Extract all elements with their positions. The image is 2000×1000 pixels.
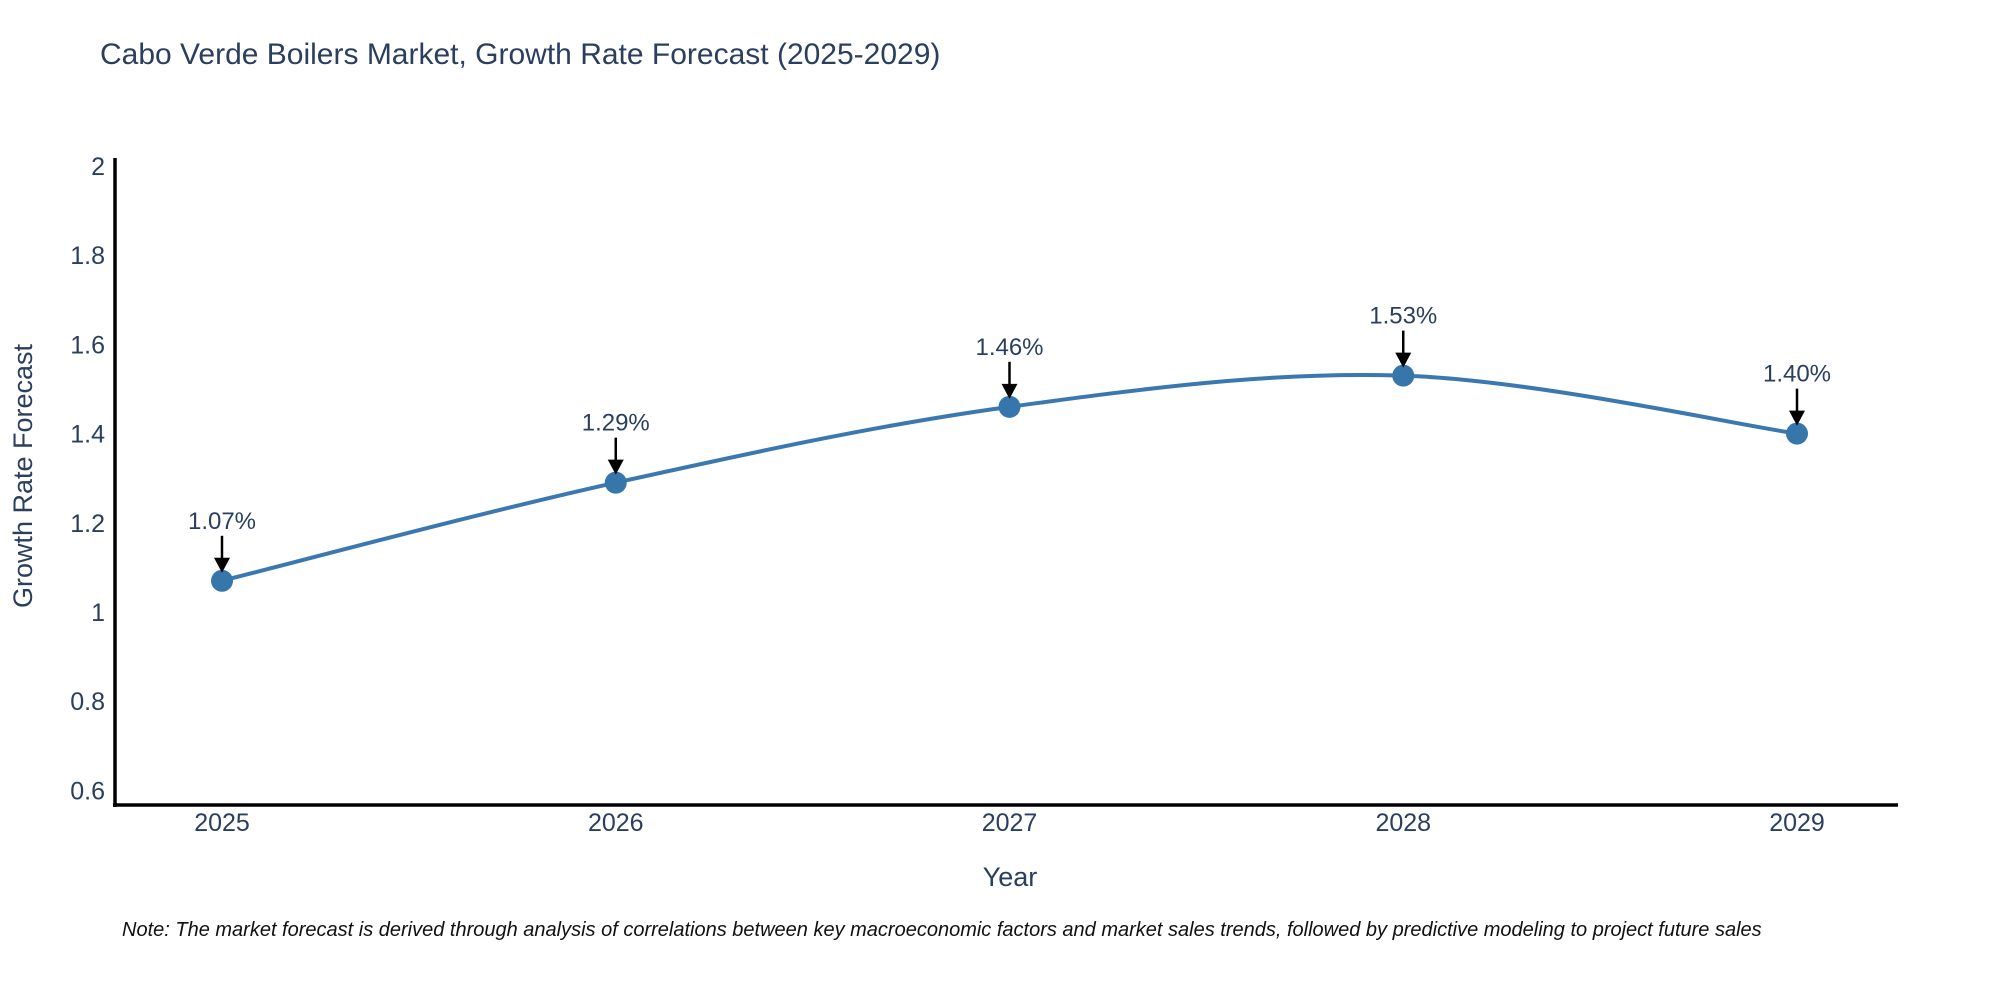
annotation-arrowhead-icon: [1395, 352, 1412, 368]
y-tick-label: 2: [91, 153, 105, 181]
data-point-marker: [1786, 422, 1808, 445]
x-tick-label: 2026: [588, 809, 644, 837]
y-tick-label: 0.8: [70, 688, 105, 716]
data-point-label: 1.29%: [582, 410, 650, 437]
y-tick-label: 1.4: [70, 421, 105, 449]
data-point-label: 1.53%: [1369, 303, 1437, 330]
x-tick-label: 2027: [982, 809, 1038, 837]
data-point-marker: [211, 569, 233, 592]
data-point-marker: [1392, 364, 1415, 387]
footnote: Note: The market forecast is derived thr…: [122, 919, 1762, 941]
x-tick-label: 2025: [194, 809, 250, 837]
data-point-marker: [604, 471, 627, 494]
x-tick-label: 2028: [1375, 809, 1431, 837]
x-axis-title: Year: [983, 862, 1038, 892]
data-point-label: 1.40%: [1763, 361, 1831, 388]
y-tick-label: 1.8: [70, 242, 105, 270]
y-tick-label: 1: [91, 599, 105, 627]
y-tick-label: 1.2: [70, 510, 105, 538]
annotation-arrowhead-icon: [1789, 410, 1805, 426]
y-axis-title: Growth Rate Forecast: [8, 343, 38, 608]
y-tick-label: 1.6: [70, 331, 105, 359]
data-point-marker: [998, 395, 1021, 418]
annotation-arrowhead-icon: [1001, 383, 1018, 399]
data-point-label: 1.46%: [975, 334, 1043, 361]
annotation-arrowhead-icon: [214, 557, 230, 573]
y-tick-label: 0.6: [70, 777, 105, 805]
data-point-label: 1.07%: [188, 508, 256, 535]
annotation-arrowhead-icon: [607, 459, 624, 475]
chart-title: Cabo Verde Boilers Market, Growth Rate F…: [100, 38, 941, 71]
x-tick-label: 2029: [1769, 809, 1825, 837]
